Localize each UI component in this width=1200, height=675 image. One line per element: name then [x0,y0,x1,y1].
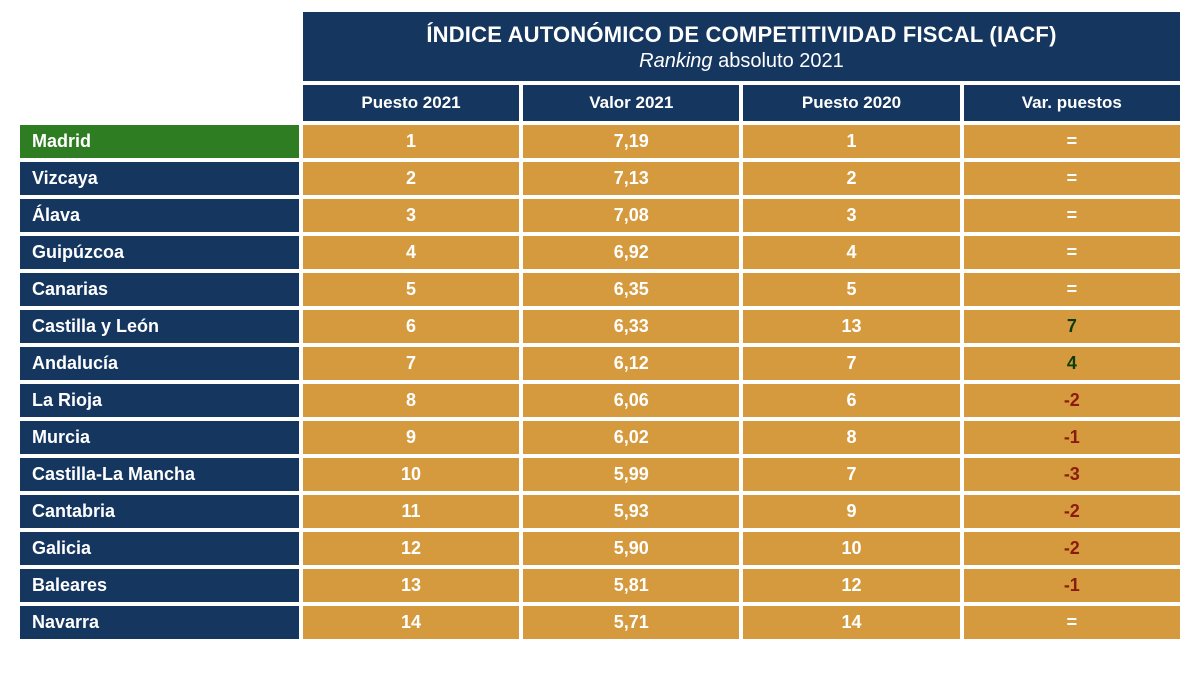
data-cell-puesto2021: 3 [301,197,521,234]
data-cell-puesto2021: 11 [301,493,521,530]
region-cell: Madrid [18,123,301,160]
blank-corner [18,10,301,123]
data-cell-valor2021: 6,33 [521,308,741,345]
data-cell-puesto2020: 1 [741,123,961,160]
col-var-puestos: Var. puestos [962,83,1182,123]
region-cell: Murcia [18,419,301,456]
data-cell-puesto2021: 2 [301,160,521,197]
data-cell-valor2021: 7,13 [521,160,741,197]
col-puesto-2020: Puesto 2020 [741,83,961,123]
data-cell-var: = [962,604,1182,641]
data-cell-puesto2020: 12 [741,567,961,604]
data-cell-puesto2020: 5 [741,271,961,308]
data-cell-var: -3 [962,456,1182,493]
data-cell-puesto2020: 4 [741,234,961,271]
region-cell: Castilla y León [18,308,301,345]
data-cell-valor2021: 5,81 [521,567,741,604]
data-cell-valor2021: 7,19 [521,123,741,160]
data-cell-valor2021: 6,02 [521,419,741,456]
table-row: Guipúzcoa46,924= [18,234,1182,271]
region-cell: Canarias [18,271,301,308]
table-body: Madrid17,191=Vizcaya27,132=Álava37,083=G… [18,123,1182,641]
data-cell-puesto2021: 7 [301,345,521,382]
data-cell-valor2021: 6,35 [521,271,741,308]
title-line2: Ranking absoluto 2021 [309,50,1174,73]
table-row: Baleares135,8112-1 [18,567,1182,604]
table-row: Murcia96,028-1 [18,419,1182,456]
data-cell-puesto2020: 8 [741,419,961,456]
data-cell-puesto2021: 1 [301,123,521,160]
data-cell-puesto2021: 13 [301,567,521,604]
region-cell: Cantabria [18,493,301,530]
col-puesto-2021: Puesto 2021 [301,83,521,123]
col-valor-2021: Valor 2021 [521,83,741,123]
region-cell: Castilla-La Mancha [18,456,301,493]
region-cell: Guipúzcoa [18,234,301,271]
data-cell-puesto2020: 2 [741,160,961,197]
data-cell-puesto2020: 7 [741,456,961,493]
data-cell-var: -1 [962,567,1182,604]
data-cell-var: = [962,160,1182,197]
data-cell-var: 4 [962,345,1182,382]
data-cell-var: -1 [962,419,1182,456]
table-row: La Rioja86,066-2 [18,382,1182,419]
title-line1: ÍNDICE AUTONÓMICO DE COMPETITIVIDAD FISC… [309,22,1174,48]
table-row: Álava37,083= [18,197,1182,234]
region-cell: La Rioja [18,382,301,419]
data-cell-puesto2021: 14 [301,604,521,641]
region-cell: Navarra [18,604,301,641]
iacf-ranking-table: ÍNDICE AUTONÓMICO DE COMPETITIVIDAD FISC… [18,10,1182,641]
data-cell-puesto2020: 14 [741,604,961,641]
data-cell-var: -2 [962,382,1182,419]
data-cell-valor2021: 5,90 [521,530,741,567]
table-title: ÍNDICE AUTONÓMICO DE COMPETITIVIDAD FISC… [301,10,1182,83]
data-cell-puesto2021: 9 [301,419,521,456]
data-cell-puesto2021: 4 [301,234,521,271]
table-row: Vizcaya27,132= [18,160,1182,197]
data-cell-puesto2021: 12 [301,530,521,567]
data-cell-var: = [962,123,1182,160]
data-cell-valor2021: 6,92 [521,234,741,271]
data-cell-puesto2021: 6 [301,308,521,345]
data-cell-var: = [962,234,1182,271]
table-row: Madrid17,191= [18,123,1182,160]
data-cell-valor2021: 6,06 [521,382,741,419]
table-row: Andalucía76,1274 [18,345,1182,382]
data-cell-valor2021: 5,93 [521,493,741,530]
region-cell: Andalucía [18,345,301,382]
table-row: Castilla y León66,33137 [18,308,1182,345]
data-cell-puesto2020: 10 [741,530,961,567]
table-row: Cantabria115,939-2 [18,493,1182,530]
data-cell-valor2021: 7,08 [521,197,741,234]
region-cell: Álava [18,197,301,234]
data-cell-var: = [962,271,1182,308]
data-cell-var: = [962,197,1182,234]
region-cell: Galicia [18,530,301,567]
data-cell-var: -2 [962,530,1182,567]
data-cell-puesto2020: 7 [741,345,961,382]
data-cell-var: -2 [962,493,1182,530]
table-row: Navarra145,7114= [18,604,1182,641]
region-cell: Vizcaya [18,160,301,197]
data-cell-puesto2021: 8 [301,382,521,419]
data-cell-puesto2021: 10 [301,456,521,493]
region-cell: Baleares [18,567,301,604]
data-cell-valor2021: 6,12 [521,345,741,382]
data-cell-puesto2020: 3 [741,197,961,234]
table-row: Galicia125,9010-2 [18,530,1182,567]
table-row: Castilla-La Mancha105,997-3 [18,456,1182,493]
data-cell-puesto2020: 9 [741,493,961,530]
data-cell-puesto2020: 6 [741,382,961,419]
data-cell-valor2021: 5,99 [521,456,741,493]
data-cell-var: 7 [962,308,1182,345]
data-cell-puesto2021: 5 [301,271,521,308]
data-cell-valor2021: 5,71 [521,604,741,641]
data-cell-puesto2020: 13 [741,308,961,345]
table-row: Canarias56,355= [18,271,1182,308]
